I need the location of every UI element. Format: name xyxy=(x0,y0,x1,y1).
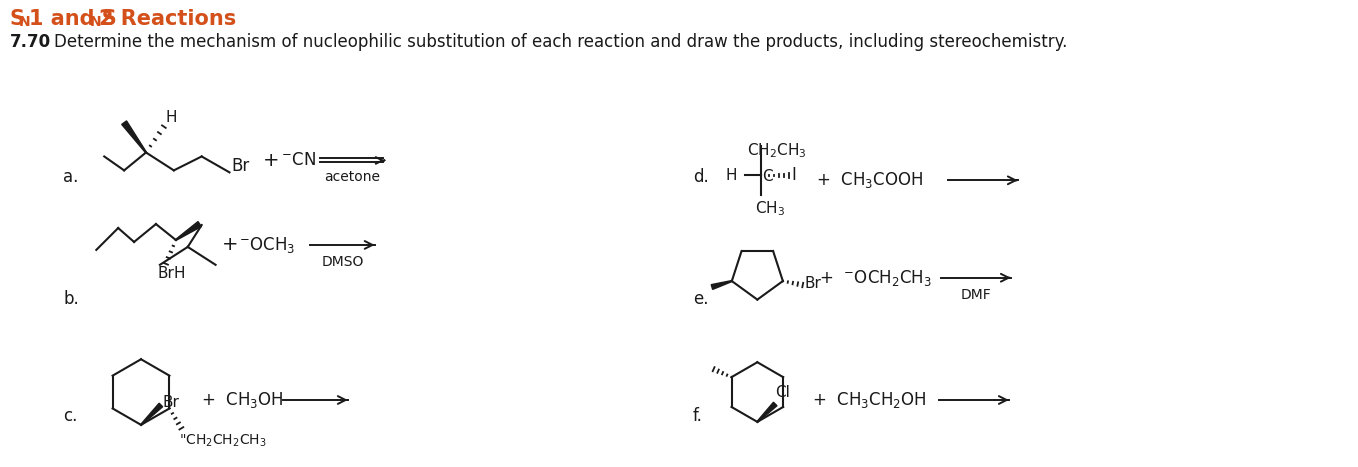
Polygon shape xyxy=(712,281,732,290)
Text: 2 Reactions: 2 Reactions xyxy=(99,9,236,29)
Text: f.: f. xyxy=(693,407,702,425)
Polygon shape xyxy=(122,121,147,153)
Text: DMF: DMF xyxy=(960,288,991,302)
Text: Determine the mechanism of nucleophilic substitution of each reaction and draw t: Determine the mechanism of nucleophilic … xyxy=(53,33,1067,51)
Text: N: N xyxy=(19,15,30,29)
Text: Br: Br xyxy=(158,266,175,281)
Text: d.: d. xyxy=(693,169,709,186)
Text: +  CH$_3$OH: + CH$_3$OH xyxy=(201,390,284,410)
Polygon shape xyxy=(175,221,201,241)
Text: DMSO: DMSO xyxy=(320,255,364,269)
Text: Br: Br xyxy=(163,396,179,410)
Text: H: H xyxy=(727,168,737,183)
Text: "CH$_2$CH$_2$CH$_3$: "CH$_2$CH$_2$CH$_3$ xyxy=(179,432,268,449)
Text: CH$_3$: CH$_3$ xyxy=(755,199,785,218)
Text: +  CH$_3$CH$_2$OH: + CH$_3$CH$_2$OH xyxy=(812,390,926,410)
Text: $^{-}$CN: $^{-}$CN xyxy=(281,151,316,170)
Text: S: S xyxy=(10,9,24,29)
Text: e.: e. xyxy=(693,290,709,308)
Text: H: H xyxy=(174,266,185,281)
Text: +: + xyxy=(221,235,238,255)
Text: +  $^{-}$OCH$_2$CH$_3$: + $^{-}$OCH$_2$CH$_3$ xyxy=(819,268,932,288)
Text: +: + xyxy=(263,151,280,170)
Text: 1 and S: 1 and S xyxy=(29,9,117,29)
Text: N: N xyxy=(90,15,100,29)
Text: acetone: acetone xyxy=(325,170,380,184)
Text: C: C xyxy=(762,169,773,184)
Text: c.: c. xyxy=(64,407,77,425)
Text: Br: Br xyxy=(805,276,822,290)
Polygon shape xyxy=(756,402,777,422)
Text: CH$_2$CH$_3$: CH$_2$CH$_3$ xyxy=(747,142,807,160)
Text: +  CH$_3$COOH: + CH$_3$COOH xyxy=(816,170,923,191)
Text: H: H xyxy=(166,110,178,125)
Text: a.: a. xyxy=(64,169,79,186)
Text: $^{-}$OCH$_3$: $^{-}$OCH$_3$ xyxy=(239,235,296,255)
Text: b.: b. xyxy=(64,290,79,308)
Text: Cl: Cl xyxy=(775,385,790,400)
Text: Br: Br xyxy=(231,157,250,176)
Polygon shape xyxy=(141,403,163,425)
Text: 7.70: 7.70 xyxy=(10,33,52,51)
Text: I: I xyxy=(792,166,796,184)
